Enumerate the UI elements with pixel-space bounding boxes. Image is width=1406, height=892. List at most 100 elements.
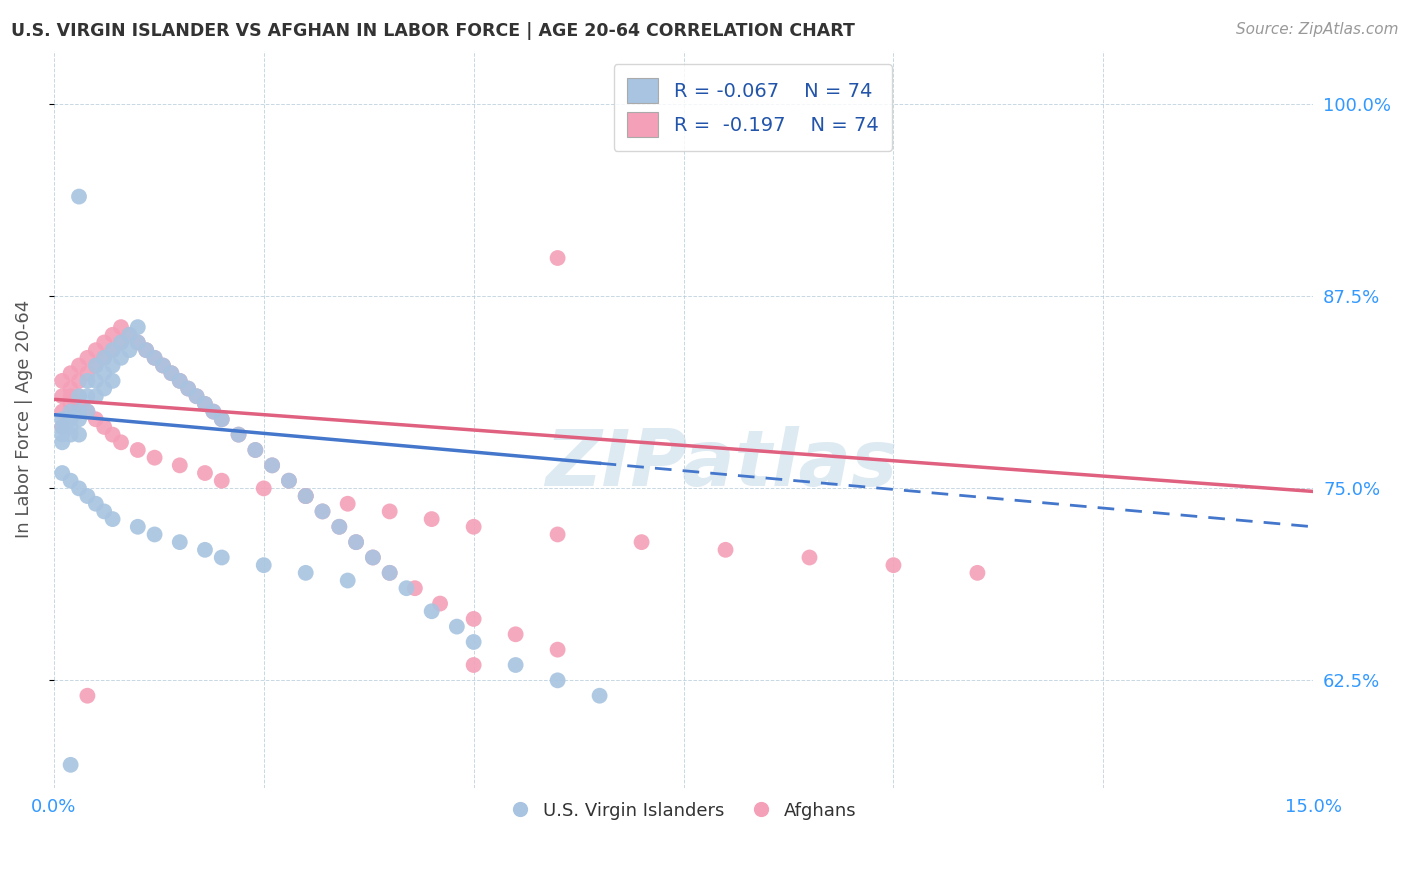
Point	[76, 404, 98, 418]
Text: ZIPatlas: ZIPatlas	[546, 425, 897, 501]
Point	[101, 427, 124, 442]
Point	[110, 435, 132, 450]
Point	[51, 427, 73, 442]
Point	[328, 520, 350, 534]
Point	[463, 635, 485, 649]
Point	[228, 427, 250, 442]
Point	[588, 689, 610, 703]
Point	[186, 389, 208, 403]
Point	[177, 382, 200, 396]
Point	[118, 327, 141, 342]
Point	[67, 389, 90, 403]
Point	[135, 343, 157, 358]
Point	[630, 535, 652, 549]
Point	[59, 474, 82, 488]
Point	[882, 558, 904, 573]
Point	[59, 404, 82, 418]
Point	[463, 520, 485, 534]
Point	[51, 420, 73, 434]
Point	[253, 482, 276, 496]
Point	[76, 689, 98, 703]
Point	[152, 359, 174, 373]
Point	[127, 520, 149, 534]
Text: Source: ZipAtlas.com: Source: ZipAtlas.com	[1236, 22, 1399, 37]
Point	[378, 504, 401, 518]
Point	[110, 335, 132, 350]
Point	[93, 504, 115, 518]
Point	[547, 251, 569, 265]
Point	[67, 412, 90, 426]
Point	[127, 442, 149, 457]
Point	[101, 327, 124, 342]
Point	[76, 374, 98, 388]
Point	[194, 397, 217, 411]
Point	[378, 566, 401, 580]
Point	[118, 343, 141, 358]
Point	[51, 374, 73, 388]
Point	[344, 535, 367, 549]
Point	[429, 597, 451, 611]
Point	[67, 404, 90, 418]
Point	[93, 351, 115, 365]
Point	[420, 512, 443, 526]
Point	[76, 489, 98, 503]
Point	[186, 389, 208, 403]
Point	[395, 581, 418, 595]
Point	[51, 420, 73, 434]
Point	[110, 320, 132, 334]
Point	[101, 343, 124, 358]
Point	[169, 374, 191, 388]
Point	[51, 389, 73, 403]
Point	[194, 466, 217, 480]
Point	[311, 504, 333, 518]
Point	[294, 489, 316, 503]
Point	[84, 343, 107, 358]
Point	[127, 335, 149, 350]
Point	[463, 658, 485, 673]
Point	[143, 351, 166, 365]
Point	[76, 389, 98, 403]
Point	[59, 382, 82, 396]
Point	[93, 351, 115, 365]
Point	[294, 566, 316, 580]
Point	[84, 497, 107, 511]
Point	[67, 374, 90, 388]
Point	[127, 335, 149, 350]
Point	[101, 374, 124, 388]
Point	[336, 497, 359, 511]
Point	[110, 335, 132, 350]
Point	[67, 427, 90, 442]
Point	[101, 343, 124, 358]
Point	[84, 359, 107, 373]
Point	[361, 550, 384, 565]
Point	[344, 535, 367, 549]
Point	[59, 412, 82, 426]
Point	[378, 566, 401, 580]
Point	[59, 389, 82, 403]
Point	[294, 489, 316, 503]
Point	[93, 366, 115, 380]
Point	[202, 404, 225, 418]
Point	[67, 482, 90, 496]
Point	[463, 612, 485, 626]
Point	[169, 374, 191, 388]
Point	[101, 359, 124, 373]
Point	[262, 458, 284, 473]
Point	[294, 489, 316, 503]
Point	[118, 327, 141, 342]
Point	[169, 535, 191, 549]
Point	[245, 442, 267, 457]
Point	[547, 527, 569, 541]
Point	[76, 404, 98, 418]
Point	[67, 189, 90, 203]
Point	[59, 397, 82, 411]
Point	[420, 604, 443, 618]
Point	[799, 550, 821, 565]
Point	[336, 574, 359, 588]
Point	[143, 450, 166, 465]
Point	[211, 412, 233, 426]
Point	[84, 412, 107, 426]
Point	[228, 427, 250, 442]
Point	[110, 351, 132, 365]
Point	[51, 466, 73, 480]
